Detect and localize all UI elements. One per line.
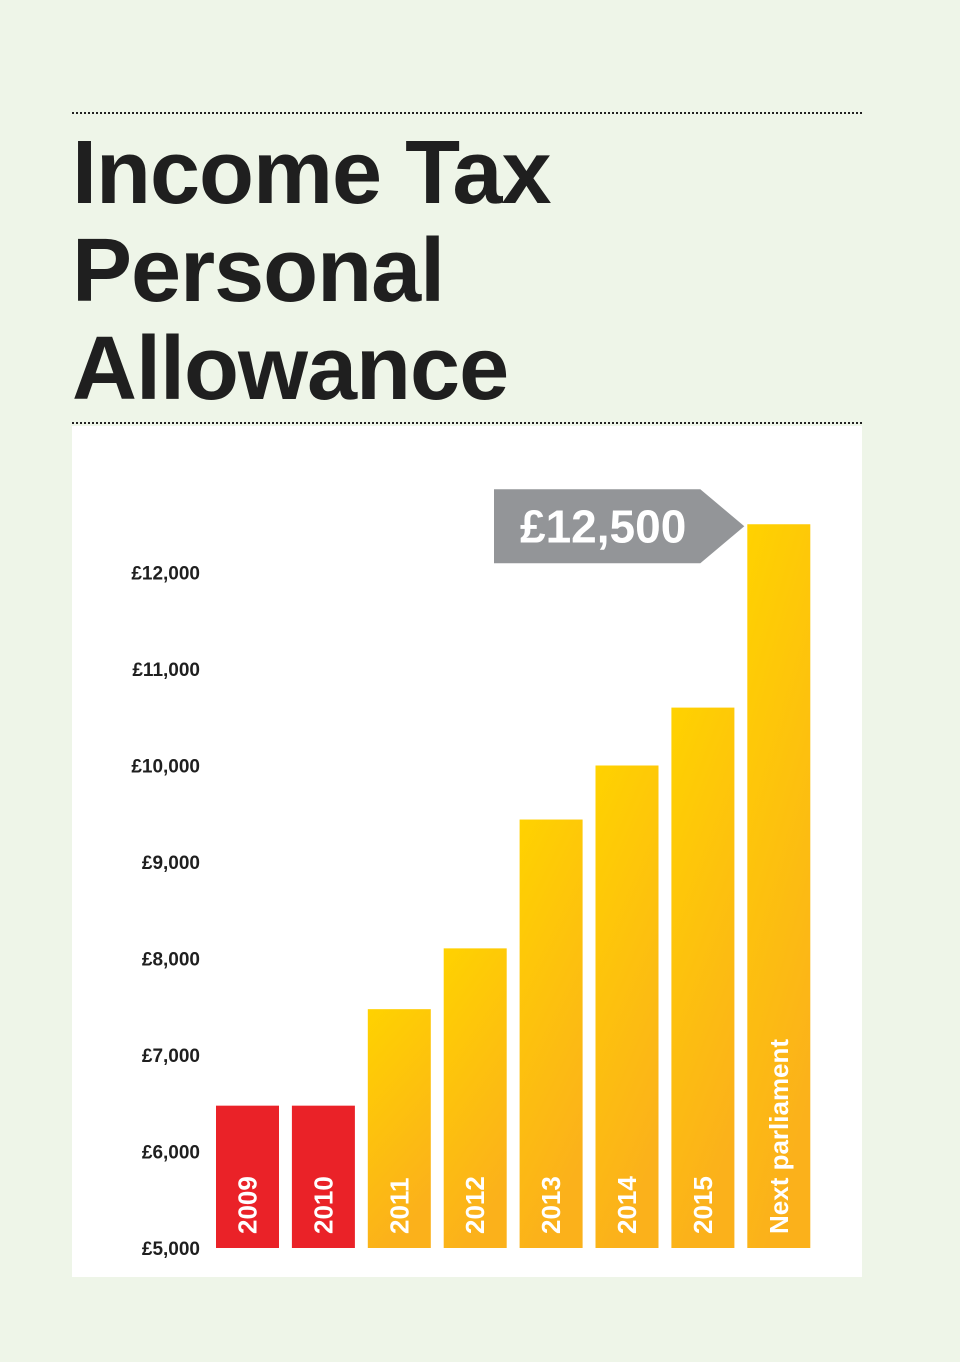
y-tick-label: £10,000 xyxy=(131,757,200,778)
bar-next-parliament xyxy=(747,524,811,1248)
y-tick-label: £6,000 xyxy=(142,1143,200,1164)
bar-category-label: Next parliament xyxy=(764,1039,794,1234)
y-tick-label: £12,000 xyxy=(131,564,200,585)
callout-arrow xyxy=(494,489,745,564)
value-callout: £12,500 xyxy=(494,489,745,564)
bar-2010 xyxy=(291,1105,355,1248)
bars-group: 2009 2010 2011 2012 2013 2014 2015 Next parliam… xyxy=(216,524,811,1248)
chart-panel: £5,000 £6,000 £7,000 £8,000 £9,000 £10,000 £11… xyxy=(72,426,862,1277)
bar-category-label: 2011 xyxy=(384,1178,414,1234)
bar-2012 xyxy=(443,948,507,1248)
page-title: Income Tax Personal Allowance xyxy=(72,124,551,418)
bar-chart: £5,000 £6,000 £7,000 £8,000 £9,000 £10,000 £11… xyxy=(131,489,811,1261)
callout-value-label: £12,500 xyxy=(520,500,686,552)
y-tick-label: £7,000 xyxy=(142,1046,200,1067)
y-tick-label: £8,000 xyxy=(142,950,200,971)
bar-category-label: 2013 xyxy=(536,1176,566,1234)
bar-2009 xyxy=(216,1105,279,1248)
bar-category-label: 2010 xyxy=(308,1176,338,1234)
bottom-dotted-divider xyxy=(72,422,862,424)
bar-category-label: 2014 xyxy=(612,1176,642,1234)
y-tick-label: £9,000 xyxy=(142,853,200,874)
title-line-3: Allowance xyxy=(72,319,509,419)
y-tick-label: £5,000 xyxy=(142,1239,200,1260)
y-axis: £5,000 £6,000 £7,000 £8,000 £9,000 £10,000 £11… xyxy=(131,564,200,1261)
bar-2015 xyxy=(671,707,735,1248)
bar-2014 xyxy=(595,765,659,1248)
y-tick-label: £11,000 xyxy=(132,660,200,681)
bar-2013 xyxy=(519,819,583,1248)
bar-category-label: 2012 xyxy=(460,1176,490,1234)
title-line-2: Personal xyxy=(72,221,445,321)
title-line-1: Income Tax xyxy=(72,123,551,223)
bar-2011 xyxy=(367,1009,431,1248)
bar-category-label: 2015 xyxy=(688,1176,718,1234)
bar-category-label: 2009 xyxy=(233,1176,263,1234)
top-dotted-divider xyxy=(72,112,862,114)
